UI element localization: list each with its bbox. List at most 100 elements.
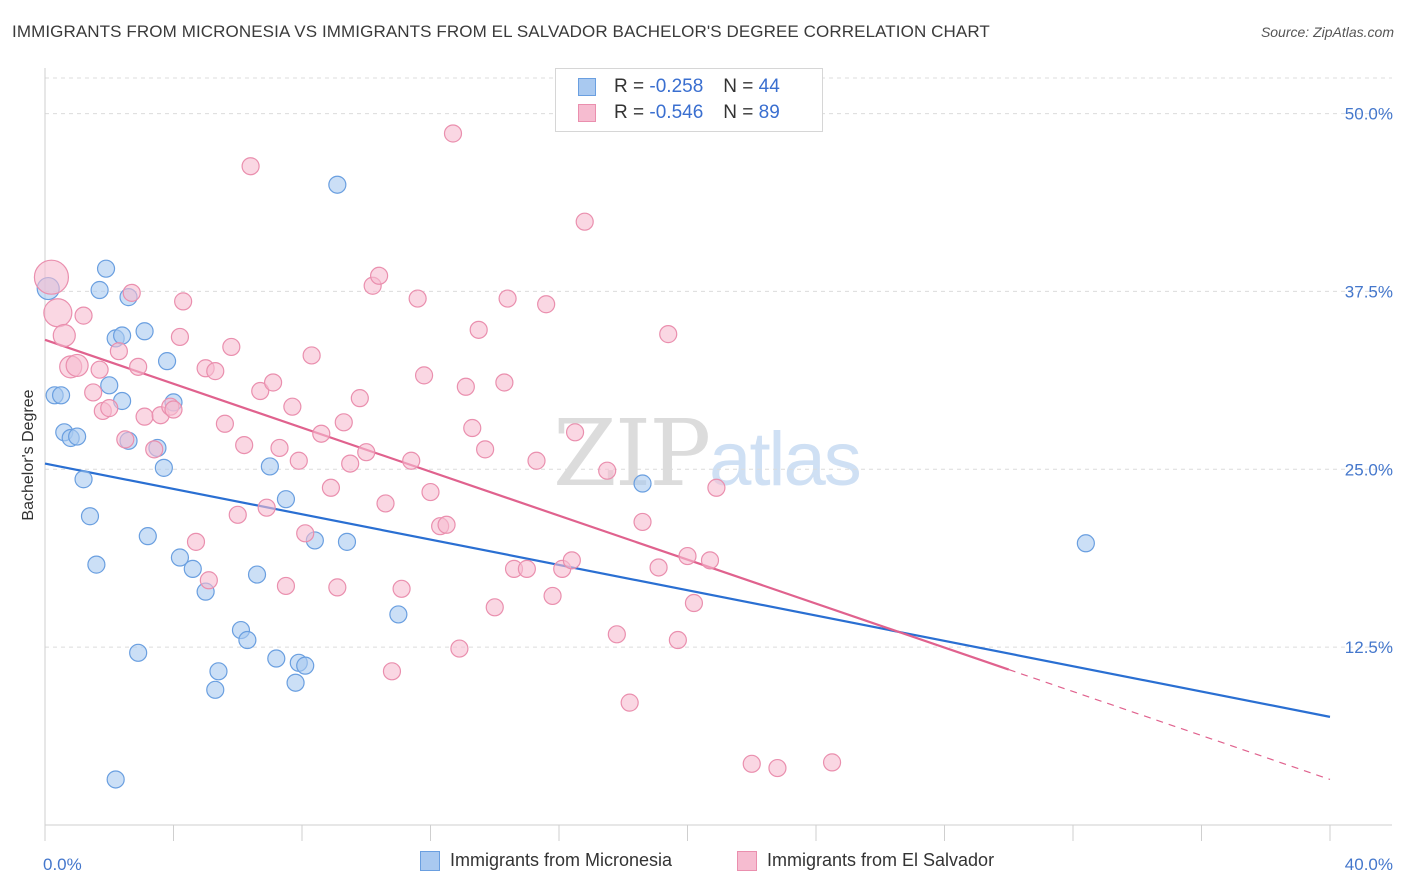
point-el-salvador — [74, 306, 93, 325]
point-el-salvador — [199, 571, 218, 590]
point-micronesia — [389, 605, 408, 624]
point-el-salvador — [707, 478, 726, 497]
point-el-salvador — [450, 639, 469, 658]
point-el-salvador — [65, 353, 89, 378]
point-el-salvador — [649, 558, 668, 577]
point-el-salvador — [678, 546, 697, 566]
point-el-salvador — [215, 414, 234, 433]
point-el-salvador — [283, 397, 302, 416]
legend-n-label: N = — [723, 76, 754, 97]
trend-line-solid — [44, 338, 1010, 671]
point-micronesia — [170, 548, 190, 567]
legend-n-value: 89 — [758, 102, 780, 123]
point-el-salvador — [443, 124, 463, 143]
point-el-salvador — [543, 586, 562, 606]
legend-r-value: -0.546 — [649, 102, 704, 123]
point-micronesia — [337, 532, 357, 551]
point-micronesia — [74, 470, 93, 489]
point-micronesia — [100, 376, 119, 395]
point-micronesia — [267, 649, 286, 668]
point-el-salvador — [251, 381, 270, 401]
point-el-salvador — [598, 461, 617, 480]
point-el-salvador — [135, 407, 154, 426]
x-tick-label: 0.0% — [43, 855, 82, 874]
bottom-legend-el-salvador: Immigrants from El Salvador — [737, 850, 994, 871]
point-el-salvador — [414, 366, 434, 385]
point-el-salvador — [700, 551, 720, 570]
legend-row-micronesia: R = -0.258 N = 44 — [578, 75, 780, 99]
point-micronesia — [328, 175, 347, 194]
point-el-salvador — [527, 451, 546, 470]
point-el-salvador — [392, 579, 411, 598]
point-el-salvador — [768, 758, 787, 778]
point-el-salvador — [90, 360, 109, 379]
bottom-legend-label: Immigrants from Micronesia — [450, 850, 673, 870]
point-el-salvador — [668, 630, 687, 650]
legend-n-label: N = — [723, 102, 754, 123]
point-micronesia — [112, 326, 132, 345]
point-el-salvador — [228, 505, 247, 524]
point-el-salvador — [495, 373, 514, 392]
y-tick-label: 12.5% — [1345, 638, 1393, 657]
trend-line — [44, 462, 1331, 718]
point-el-salvador — [164, 400, 183, 419]
source-label: Source: ZipAtlas.com — [1260, 24, 1394, 40]
point-micronesia — [106, 770, 125, 789]
point-el-salvador — [469, 320, 488, 339]
legend-swatch-pink — [578, 104, 596, 122]
point-el-salvador — [659, 325, 678, 344]
point-el-salvador — [565, 423, 585, 442]
point-el-salvador — [456, 377, 475, 396]
y-axis-label: Bachelor's Degree — [20, 389, 37, 520]
point-el-salvador — [276, 576, 296, 596]
point-el-salvador — [257, 498, 276, 517]
point-micronesia — [247, 565, 267, 584]
point-el-salvador — [174, 292, 193, 311]
point-micronesia — [209, 662, 228, 681]
point-micronesia — [135, 322, 154, 341]
point-micronesia — [96, 259, 116, 278]
point-micronesia — [87, 555, 106, 574]
point-micronesia — [633, 474, 652, 493]
point-el-salvador — [437, 515, 456, 534]
point-el-salvador — [43, 298, 73, 328]
point-el-salvador — [289, 451, 308, 470]
point-el-salvador — [341, 454, 360, 473]
point-el-salvador — [370, 266, 389, 285]
point-el-salvador — [84, 383, 103, 402]
point-el-salvador — [270, 438, 289, 458]
point-el-salvador — [684, 593, 704, 613]
point-el-salvador — [109, 342, 128, 361]
legend-swatch-blue — [578, 78, 596, 96]
y-tick-label: 25.0% — [1345, 460, 1393, 479]
point-el-salvador — [498, 289, 517, 308]
point-el-salvador — [33, 259, 70, 295]
y-tick-label: 37.5% — [1345, 282, 1393, 301]
point-el-salvador — [463, 418, 482, 438]
bottom-legend-swatch-pink — [737, 850, 757, 871]
point-el-salvador — [52, 323, 76, 348]
point-micronesia — [206, 680, 225, 699]
point-micronesia — [90, 280, 109, 300]
x-tick-label: 40.0% — [1345, 855, 1393, 874]
point-micronesia — [260, 457, 279, 476]
legend-r-label: R = — [614, 76, 645, 97]
point-el-salvador — [822, 753, 842, 772]
point-el-salvador — [122, 283, 141, 302]
point-el-salvador — [562, 551, 581, 570]
bottom-legend-micronesia: Immigrants from Micronesia — [420, 850, 672, 871]
point-el-salvador — [402, 451, 421, 470]
point-el-salvador — [302, 346, 321, 365]
point-el-salvador — [129, 357, 148, 376]
point-el-salvador — [241, 157, 260, 176]
point-el-salvador — [421, 482, 440, 502]
point-el-salvador — [633, 512, 652, 532]
legend-n-value: 44 — [758, 76, 780, 97]
point-el-salvador — [328, 578, 347, 597]
point-el-salvador — [100, 399, 119, 418]
legend-r-value: -0.258 — [649, 76, 704, 97]
trend-line-dashed — [1008, 668, 1331, 781]
point-micronesia — [80, 507, 100, 526]
point-el-salvador — [334, 413, 353, 432]
point-micronesia — [51, 386, 71, 405]
